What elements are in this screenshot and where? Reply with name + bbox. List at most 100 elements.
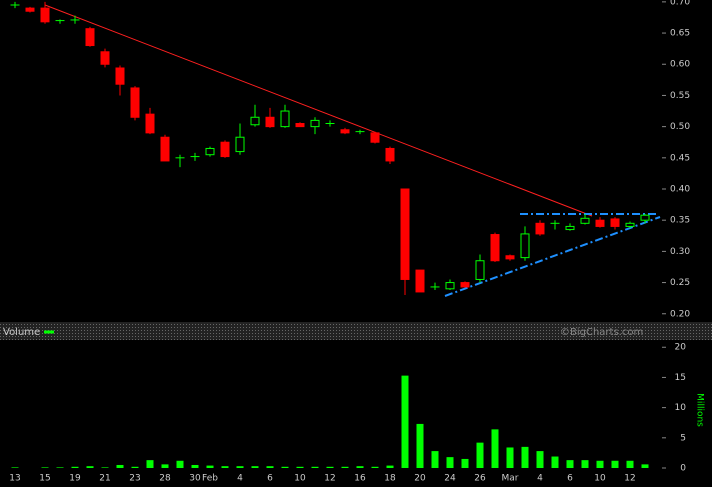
x-tick-label: Feb bbox=[202, 474, 218, 484]
y-tick-label: 0.70 bbox=[670, 0, 690, 7]
candle-body bbox=[595, 219, 605, 227]
candle-body bbox=[610, 218, 620, 227]
volume-bar bbox=[41, 467, 49, 468]
volume-bar bbox=[611, 460, 619, 468]
x-tick-label: 4 bbox=[237, 474, 243, 484]
volume-bar bbox=[566, 460, 574, 468]
volume-bar bbox=[56, 467, 64, 468]
y-tick-label: 0.65 bbox=[670, 29, 690, 39]
candle-body bbox=[535, 222, 545, 235]
volume-bar bbox=[386, 465, 394, 468]
candle-body bbox=[115, 67, 125, 85]
x-tick-label: 19 bbox=[69, 474, 81, 484]
volume-bar bbox=[341, 466, 349, 468]
candle-body bbox=[580, 217, 590, 224]
x-tick-label: 6 bbox=[567, 474, 573, 484]
x-tick-label: 12 bbox=[324, 474, 335, 484]
volume-bar bbox=[551, 456, 559, 468]
x-tick-label: 12 bbox=[624, 474, 635, 484]
candle-body bbox=[250, 116, 260, 126]
candle-body bbox=[625, 222, 635, 227]
volume-bar bbox=[71, 466, 79, 468]
volume-bar bbox=[86, 466, 94, 468]
candle-body bbox=[220, 141, 230, 158]
y-tick-label: 0.60 bbox=[670, 60, 690, 70]
volume-bar bbox=[416, 423, 424, 468]
y-tick-label: 15 bbox=[675, 373, 686, 383]
candle-body bbox=[40, 7, 50, 23]
candle-body bbox=[565, 225, 575, 231]
x-tick-label: 20 bbox=[414, 474, 426, 484]
panel-separator bbox=[0, 322, 712, 340]
y-tick-label: 0 bbox=[680, 464, 686, 474]
candle-body bbox=[340, 129, 350, 134]
volume-bar bbox=[236, 466, 244, 468]
trend-line bbox=[444, 216, 661, 297]
volume-bar bbox=[536, 451, 544, 468]
volume-bar bbox=[461, 458, 469, 468]
volume-bar bbox=[146, 460, 154, 468]
volume-bar bbox=[161, 464, 169, 468]
volume-bar bbox=[371, 466, 379, 468]
x-tick-label: 30 bbox=[189, 474, 201, 484]
x-tick-label: Mar bbox=[502, 474, 519, 484]
y-tick-label: 0.20 bbox=[670, 309, 690, 319]
candle-body bbox=[505, 255, 515, 260]
volume-bar bbox=[446, 457, 454, 468]
candle-body bbox=[640, 214, 650, 221]
x-tick-label: 4 bbox=[537, 474, 543, 484]
candle-body bbox=[265, 116, 275, 128]
candle-body bbox=[490, 234, 500, 262]
candle-body bbox=[85, 28, 95, 47]
candle-body bbox=[310, 119, 320, 128]
watermark: ©BigCharts.com bbox=[560, 327, 643, 338]
volume-bar bbox=[221, 466, 229, 468]
candle-body bbox=[520, 233, 530, 259]
candle-body bbox=[475, 260, 485, 280]
x-tick-label: 16 bbox=[354, 474, 366, 484]
y-tick-label: 0.40 bbox=[670, 185, 690, 195]
candle-body bbox=[25, 7, 35, 12]
volume-bar bbox=[431, 451, 439, 468]
y-tick-label: 0.35 bbox=[670, 216, 690, 226]
y-axis-label: Millions bbox=[695, 393, 705, 427]
volume-bar bbox=[176, 460, 184, 468]
candle-body bbox=[460, 282, 470, 288]
volume-bar bbox=[356, 466, 364, 468]
y-tick-label: 5 bbox=[680, 433, 686, 443]
candle-body bbox=[400, 188, 410, 280]
candle-body bbox=[385, 147, 395, 162]
trend-line bbox=[44, 4, 593, 217]
volume-bar bbox=[206, 465, 214, 468]
y-tick-label: 0.55 bbox=[670, 91, 690, 101]
volume-bar bbox=[491, 429, 499, 468]
candle-body bbox=[205, 147, 215, 156]
candle-body bbox=[160, 136, 170, 162]
candle-body bbox=[100, 51, 110, 65]
candle-body bbox=[370, 132, 380, 143]
x-tick-label: 15 bbox=[39, 474, 50, 484]
volume-bar bbox=[506, 447, 514, 468]
candle-body bbox=[280, 110, 290, 128]
x-tick-label: 24 bbox=[444, 474, 456, 484]
x-tick-label: 10 bbox=[294, 474, 306, 484]
volume-bar bbox=[131, 466, 139, 468]
candle-body bbox=[130, 87, 140, 118]
x-tick-label: 6 bbox=[267, 474, 273, 484]
volume-bar bbox=[11, 467, 19, 468]
y-tick-label: 0.50 bbox=[670, 122, 690, 132]
y-tick-label: 10 bbox=[675, 403, 687, 413]
legend-label: Volume bbox=[3, 327, 40, 338]
x-tick-label: 18 bbox=[384, 474, 396, 484]
volume-bar bbox=[326, 466, 334, 468]
candle-body bbox=[415, 269, 425, 293]
candle-body bbox=[145, 113, 155, 134]
x-tick-label: 28 bbox=[159, 474, 171, 484]
candle-body bbox=[295, 123, 305, 128]
volume-bar bbox=[596, 460, 604, 468]
candle-body bbox=[445, 282, 455, 290]
volume-bar bbox=[116, 464, 124, 468]
y-tick-label: 0.25 bbox=[670, 278, 690, 288]
volume-bar bbox=[476, 442, 484, 468]
volume-bar bbox=[266, 466, 274, 468]
